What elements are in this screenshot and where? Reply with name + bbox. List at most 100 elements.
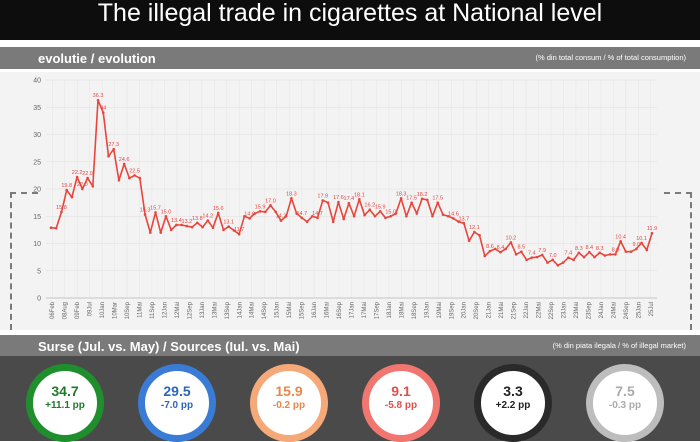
data-point bbox=[248, 217, 251, 220]
data-point bbox=[619, 240, 622, 243]
data-point bbox=[650, 231, 654, 235]
data-point bbox=[598, 251, 602, 255]
data-point bbox=[629, 250, 633, 253]
data-point bbox=[65, 188, 68, 192]
data-label: 18.2 bbox=[417, 192, 428, 198]
data-point bbox=[148, 231, 152, 234]
source-change: +11.1 pp bbox=[45, 400, 85, 411]
data-point bbox=[263, 210, 267, 214]
title-bar: The illegal trade in cigarettes at Natio… bbox=[0, 0, 700, 40]
x-tick-label: 24Jan bbox=[599, 302, 605, 318]
data-point bbox=[530, 256, 534, 259]
data-point bbox=[483, 254, 487, 258]
sources-unit: (% din piata ilegala / % of illegal mark… bbox=[552, 341, 686, 350]
data-point bbox=[462, 222, 466, 225]
data-label: 8.0 bbox=[612, 247, 620, 253]
x-tick-label: 20Sep bbox=[474, 301, 480, 319]
data-label: 11.7 bbox=[234, 227, 244, 233]
source-circle: 15.9 -0.2 pp bbox=[250, 364, 328, 442]
x-tick-label: 25Jan bbox=[636, 302, 642, 318]
data-label: 14.7 bbox=[312, 211, 323, 217]
data-label: 7.4 bbox=[528, 251, 536, 257]
sources-label: Surse (Jul. vs. May) / Sources (Iul. vs.… bbox=[38, 339, 300, 354]
data-label: 15.9 bbox=[255, 204, 266, 210]
data-point bbox=[159, 231, 163, 234]
data-point bbox=[331, 220, 335, 223]
x-tick-label: 12Jan bbox=[162, 302, 168, 318]
data-point bbox=[358, 198, 361, 201]
source-circle: 3.3 +2.2 pp bbox=[474, 364, 552, 442]
data-label: 17.5 bbox=[432, 196, 443, 202]
source-change: -5.8 pp bbox=[384, 400, 418, 411]
x-tick-label: 10Sep bbox=[125, 301, 131, 319]
data-point bbox=[196, 221, 199, 225]
data-label: 10.4 bbox=[615, 234, 626, 240]
evolution-header: evolutie / evolution (% din total consum… bbox=[0, 47, 700, 69]
data-point bbox=[154, 211, 157, 214]
data-point bbox=[70, 195, 74, 199]
data-point bbox=[91, 184, 95, 188]
data-label: 17.5 bbox=[406, 196, 417, 202]
x-tick-label: 12Mai bbox=[175, 302, 181, 318]
data-point bbox=[410, 201, 413, 204]
x-tick-label: 13Sep bbox=[225, 301, 231, 319]
data-point bbox=[525, 258, 528, 262]
data-point bbox=[347, 201, 351, 205]
data-point bbox=[300, 216, 304, 220]
source-change: -7.0 pp bbox=[160, 400, 194, 411]
x-tick-label: 11Mai bbox=[138, 302, 144, 318]
data-point bbox=[467, 239, 471, 243]
data-label: 19.8 bbox=[61, 183, 72, 189]
x-tick-label: 21Sep bbox=[512, 301, 518, 319]
data-point bbox=[509, 241, 513, 244]
y-tick-label: 35 bbox=[33, 105, 41, 112]
data-point bbox=[436, 201, 440, 204]
data-label: 17.9 bbox=[317, 193, 328, 199]
data-label: 13.4 bbox=[171, 218, 182, 224]
x-tick-label: 18Jan bbox=[387, 302, 393, 318]
source-circle: 7.5 -0.3 pp bbox=[586, 364, 664, 442]
data-label: 17.0 bbox=[265, 198, 276, 204]
data-point bbox=[378, 210, 382, 213]
data-label: 14.6 bbox=[244, 211, 255, 217]
data-point bbox=[60, 210, 63, 214]
x-tick-label: 24Mai bbox=[611, 302, 617, 318]
x-tick-label: 11Sep bbox=[150, 301, 156, 319]
data-point bbox=[504, 247, 507, 251]
dashed-bracket-right bbox=[664, 192, 692, 330]
evolution-unit: (% din total consum / % of total consump… bbox=[535, 53, 687, 62]
x-tick-label: 23Sep bbox=[586, 301, 592, 319]
data-point bbox=[133, 174, 136, 177]
data-point bbox=[190, 225, 194, 229]
data-point bbox=[373, 214, 377, 218]
data-point bbox=[143, 213, 147, 216]
data-point bbox=[86, 176, 89, 180]
data-point bbox=[405, 214, 408, 218]
y-tick-label: 5 bbox=[37, 268, 41, 275]
data-label: 14.2 bbox=[202, 214, 213, 220]
data-point bbox=[107, 155, 110, 158]
data-label: 13.7 bbox=[459, 216, 470, 222]
source-circle: 34.7 +11.1 pp bbox=[26, 364, 104, 442]
data-point bbox=[431, 214, 434, 218]
chart-panel bbox=[0, 72, 700, 330]
data-point bbox=[514, 253, 518, 256]
data-point bbox=[478, 234, 481, 237]
data-point bbox=[253, 212, 257, 215]
data-point bbox=[201, 225, 204, 229]
y-tick-label: 30 bbox=[33, 132, 41, 139]
data-point bbox=[180, 223, 183, 227]
x-tick-label: 14Sep bbox=[262, 301, 268, 319]
x-tick-label: 14Jan bbox=[237, 302, 243, 318]
data-label: 34 bbox=[100, 106, 106, 112]
x-tick-label: 17Sep bbox=[374, 301, 380, 319]
data-point bbox=[368, 208, 372, 212]
x-tick-label: 23Jan bbox=[561, 302, 567, 318]
data-point bbox=[614, 253, 617, 256]
data-point bbox=[101, 111, 105, 114]
data-point bbox=[603, 254, 607, 257]
x-tick-label: 09Jul bbox=[88, 302, 94, 316]
data-label: 7.9 bbox=[538, 248, 546, 254]
x-tick-label: 15Sep bbox=[300, 301, 306, 319]
